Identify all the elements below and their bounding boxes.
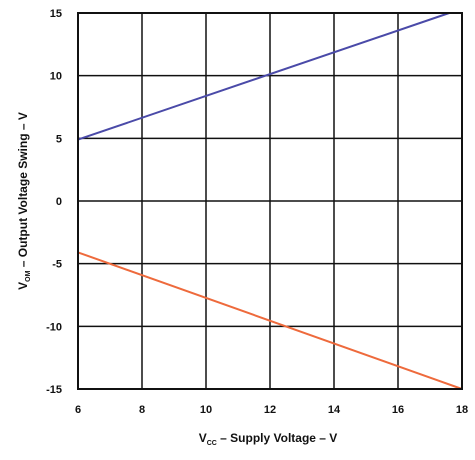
x-tick-label: 16	[392, 404, 404, 416]
y-tick-label: 0	[56, 196, 62, 208]
plot-frame	[77, 12, 463, 390]
series-line-2	[77, 251, 463, 390]
grid	[77, 12, 463, 390]
x-tick-label: 6	[75, 404, 81, 416]
series-group	[77, 12, 463, 390]
y-tick-label: -5	[52, 259, 62, 271]
series-line-1	[77, 12, 450, 141]
y-tick-label: 15	[50, 8, 62, 20]
x-tick-label: 8	[139, 404, 145, 416]
tick-labels: 6 8 10 12 14 16 18 15 10 5 0 -5 -10 -15	[46, 8, 468, 416]
x-tick-label: 12	[264, 404, 276, 416]
x-tick-label: 18	[456, 404, 468, 416]
y-axis-label: VOM – Output Voltage Swing – V	[16, 112, 32, 290]
y-tick-label: -10	[46, 321, 62, 333]
y-tick-label: 10	[50, 71, 62, 83]
x-tick-label: 14	[328, 404, 341, 416]
x-axis-label: VCC – Supply Voltage – V	[199, 431, 338, 447]
y-tick-label: -15	[46, 384, 62, 396]
y-tick-label: 5	[56, 133, 62, 145]
x-tick-label: 10	[200, 404, 212, 416]
